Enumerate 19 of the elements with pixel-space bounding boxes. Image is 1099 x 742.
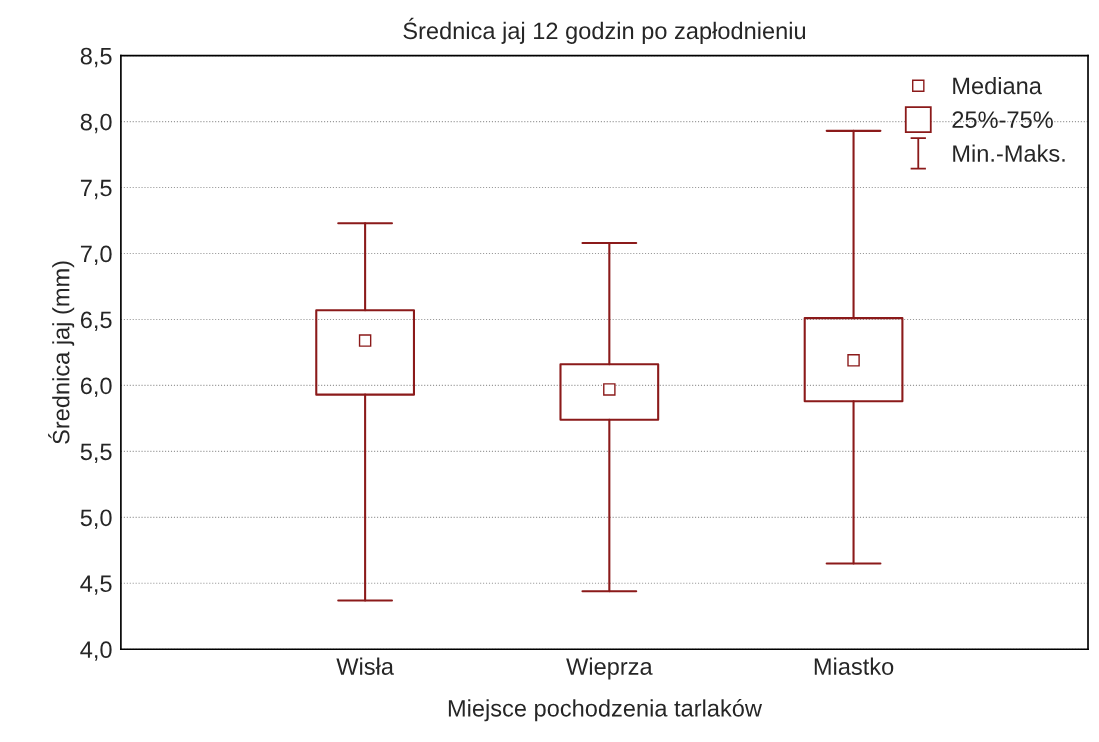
y-axis-title: Średnica jaj (mm) <box>48 261 75 444</box>
y-tick-label: 5,0 <box>80 509 112 529</box>
y-tick-label: 6,5 <box>80 311 112 332</box>
x-tick-label: Wieprza <box>566 657 653 680</box>
x-tick-label: Miastko <box>814 657 894 675</box>
x-axis-title: Miejsce pochodzenia tarlaków <box>448 699 763 722</box>
annotation: 25%-75% <box>952 111 1053 129</box>
y-tick-label: 4,0 <box>80 641 112 661</box>
y-tick-label: 7,0 <box>80 245 112 266</box>
y-tick-label: 5,5 <box>80 443 112 463</box>
y-tick-label: 8,5 <box>80 47 112 68</box>
annotation: Mediana <box>953 76 1042 95</box>
x-tick-label: Wisła <box>336 657 394 675</box>
annotation: Min.-Maks. <box>953 144 1065 162</box>
y-tick-label: 4,5 <box>80 575 112 595</box>
y-tick-label: 8,0 <box>80 113 112 134</box>
y-tick-label: 6,0 <box>80 377 112 397</box>
chart-title: Średnica jaj 12 godzin po zapłodnieniu <box>403 17 806 44</box>
y-tick-label: 7,5 <box>80 179 112 200</box>
